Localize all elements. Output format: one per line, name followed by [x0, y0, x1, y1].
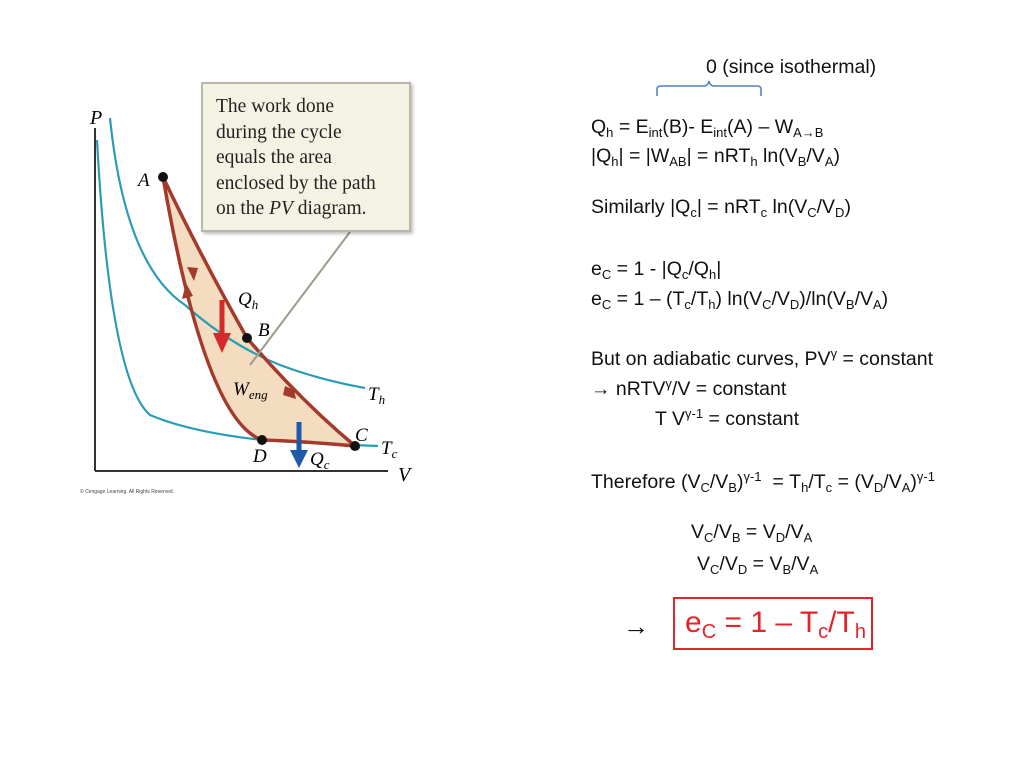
- eq-qh-work: |Qh| = |WAB| = nRTh ln(VB/VA): [591, 145, 840, 169]
- axis-label-v: V: [398, 464, 413, 486]
- weng-label: Weng: [233, 379, 268, 402]
- direction-arrow-bc: [283, 386, 296, 399]
- axis-label-p: P: [89, 107, 102, 129]
- final-result-box: [673, 597, 873, 650]
- eq-qc: Similarly |Qc| = nRTc ln(VC/VD): [591, 196, 851, 220]
- direction-arrow-ab: [187, 267, 198, 281]
- eq-tv: T Vγ-1 = constant: [655, 406, 799, 430]
- callout-box: The work done during the cycle equals th…: [201, 82, 411, 232]
- final-arrow-icon: →: [623, 611, 649, 641]
- callout-line: equals the area: [216, 147, 332, 168]
- callout-line: during the cycle: [216, 121, 342, 143]
- callout-line: The work done: [216, 96, 335, 117]
- eq-adiabatic: But on adiabatic curves, PVγ = constant: [591, 346, 934, 370]
- eq-volume-ratio-1: VC/VB = VD/VA: [691, 521, 813, 545]
- pv-diagram: P V A B C D Qh Qc Weng Th Tc: [89, 107, 413, 486]
- point-c-dot: [350, 441, 360, 451]
- copyright-text: © Cengage Learning. All Rights Reserved.: [80, 489, 175, 495]
- callout-pointer: [249, 231, 351, 366]
- eq-efficiency-q: eC = 1 - |Qc/Qh|: [591, 258, 722, 282]
- tc-label: Tc: [381, 438, 398, 461]
- eq-volume-ratio-2: VC/VD = VB/VA: [697, 553, 819, 577]
- eq-efficiency-ln: eC = 1 – (Tc/Th) ln(VC/VD)/ln(VB/VA): [591, 288, 889, 312]
- point-label-d: D: [252, 446, 267, 467]
- callout-line: enclosed by the path: [216, 172, 376, 194]
- brace-bracket: [656, 80, 762, 96]
- th-label: Th: [368, 384, 385, 407]
- isotherm-th: [108, 117, 366, 390]
- qc-arrow-head: [290, 450, 308, 468]
- eq-therefore: Therefore (VC/VB)γ-1 = Th/Tc = (VD/VA)γ-…: [591, 469, 935, 495]
- point-b-dot: [242, 333, 252, 343]
- qh-arrow-head: [213, 333, 231, 353]
- qc-label: Qc: [310, 449, 330, 472]
- direction-arrow-da: [182, 283, 193, 299]
- eq-qh-energy: Qh = Eint(B)- Eint(A) – WA→B: [591, 116, 824, 140]
- point-a-dot: [158, 172, 168, 182]
- point-label-c: C: [355, 425, 368, 446]
- eq-nrtv: → nRTVγ/V = constant: [591, 376, 787, 400]
- point-label-b: B: [258, 320, 270, 341]
- point-d-dot: [257, 435, 267, 445]
- final-efficiency-equation: eC = 1 – Tc/Th: [685, 606, 866, 643]
- qh-label: Qh: [238, 289, 258, 312]
- point-label-a: A: [136, 170, 150, 191]
- callout-line: on the PV diagram.: [216, 198, 367, 219]
- brace-note: 0 (since isothermal): [706, 56, 877, 78]
- enclosed-area: [163, 177, 355, 446]
